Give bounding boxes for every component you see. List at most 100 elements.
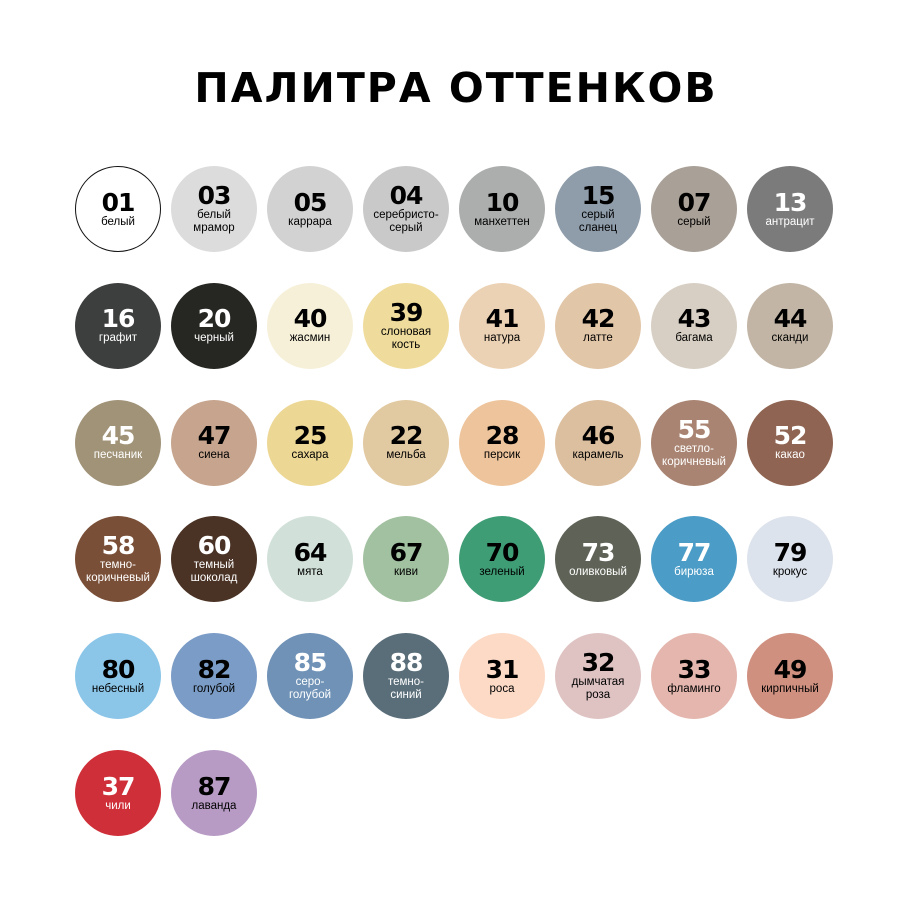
page-title: ПАЛИТРА ОТТЕНКОВ: [194, 64, 718, 112]
swatch-code: 64: [293, 537, 328, 567]
swatch-code: 79: [773, 537, 808, 567]
color-swatch-58: 58 темно-коричневый: [75, 516, 161, 603]
color-swatch-85: 85 серо-голубой: [267, 633, 353, 720]
color-swatch-39: 39 слоновая кость: [363, 282, 449, 369]
swatch-name-line: песчаник: [93, 449, 143, 462]
swatch-name-line: дымчатая: [571, 676, 625, 689]
swatch-name: темно-синий: [388, 676, 424, 702]
swatch-name-line: коричневый: [662, 455, 726, 468]
swatch-name: мята: [297, 566, 323, 579]
swatch-code: 10: [485, 187, 520, 217]
swatch-code: 40: [293, 304, 328, 334]
color-swatch-28: 28 персик: [459, 399, 545, 486]
swatch-name-line: серый: [581, 209, 615, 221]
color-swatch-70: 70 зеленый: [459, 516, 545, 603]
swatch-name-line: сиена: [198, 449, 230, 462]
swatch-name-line: оливковый: [569, 565, 627, 578]
swatch-code: 22: [389, 421, 424, 451]
swatch-name: дымчатая роза: [572, 676, 625, 702]
swatch-name: багама: [675, 332, 712, 345]
swatch-name: антрацит: [765, 216, 814, 229]
swatch-code: 31: [485, 654, 520, 684]
swatch-name: серебристо-серый: [373, 209, 438, 235]
swatch-name: какао: [775, 449, 805, 462]
swatch-code: 20: [197, 304, 232, 334]
swatch-code: 45: [101, 421, 136, 451]
swatch-code: 43: [677, 304, 712, 334]
swatch-name: натура: [484, 332, 520, 345]
color-swatch-01: 01 белый: [75, 166, 161, 252]
swatch-name-line: мята: [297, 565, 323, 578]
swatch-code: 13: [773, 187, 808, 217]
swatch-code: 88: [389, 648, 424, 678]
swatch-name-line: кирпичный: [761, 682, 819, 695]
color-swatch-67: 67 киви: [363, 516, 449, 603]
swatch-name-line: манхеттен: [474, 215, 530, 228]
swatch-name-line: багама: [675, 332, 713, 345]
swatch-name: каррара: [288, 216, 332, 229]
swatch-code: 85: [293, 648, 328, 678]
swatch-name-line: серо-: [295, 676, 325, 689]
color-swatch-79: 79 крокус: [747, 516, 833, 603]
swatch-name: лаванда: [192, 800, 237, 813]
swatch-code: 44: [773, 304, 808, 334]
swatch-code: 05: [293, 187, 328, 217]
swatch-code: 55: [677, 414, 712, 444]
swatch-name: роса: [490, 683, 515, 696]
swatch-name-line: слоновая: [380, 325, 432, 338]
swatch-code: 47: [197, 421, 232, 451]
swatch-name-line: серебристо-: [373, 209, 439, 221]
swatch-name: латте: [583, 332, 613, 345]
color-swatch-33: 33 фламинго: [651, 633, 737, 720]
color-swatch-64: 64 мята: [267, 516, 353, 603]
swatch-name: жасмин: [290, 332, 331, 345]
swatch-name-line: антрацит: [765, 215, 815, 228]
swatch-name: манхеттен: [474, 216, 529, 229]
swatch-name: сиена: [198, 449, 229, 462]
swatch-code: 15: [581, 181, 616, 210]
swatch-code: 03: [197, 181, 232, 210]
swatch-name-line: сахара: [291, 449, 329, 462]
color-swatch-41: 41 натура: [459, 282, 545, 369]
color-swatch-05: 05 каррара: [267, 166, 353, 252]
swatch-name-line: мрамор: [193, 222, 235, 234]
swatch-name-line: жасмин: [289, 332, 331, 345]
swatch-code: 60: [197, 531, 232, 561]
swatch-name-line: серый: [389, 222, 423, 234]
swatch-name: серый: [677, 216, 710, 229]
swatch-code: 39: [389, 297, 424, 327]
swatch-name-line: небесный: [91, 682, 145, 695]
color-swatch-47: 47 сиена: [171, 399, 257, 486]
swatch-name-line: натура: [483, 332, 521, 345]
swatch-name: песчаник: [94, 449, 142, 462]
swatch-code: 01: [101, 187, 136, 217]
swatch-name-line: роса: [489, 682, 515, 695]
swatch-name: фламинго: [667, 683, 720, 696]
swatch-code: 33: [677, 654, 712, 684]
swatch-name: чили: [105, 800, 131, 813]
color-swatch-46: 46 карамель: [555, 399, 641, 486]
swatch-code: 67: [389, 537, 424, 567]
swatch-name: черный: [194, 332, 234, 345]
color-swatch-25: 25 сахара: [267, 399, 353, 486]
swatch-name-line: темно-: [387, 676, 425, 689]
swatch-code: 37: [101, 771, 136, 801]
swatch-code: 16: [101, 304, 136, 334]
swatch-name-line: черный: [194, 332, 234, 345]
swatch-code: 28: [485, 421, 520, 451]
swatch-name: серо-голубой: [289, 676, 331, 702]
swatch-code: 77: [677, 537, 712, 567]
swatch-name: графит: [99, 332, 137, 345]
swatch-name-line: латте: [583, 332, 613, 345]
swatch-name: киви: [394, 566, 418, 579]
swatch-name: оливковый: [569, 566, 627, 579]
swatch-name-line: зеленый: [479, 565, 525, 578]
swatch-code: 80: [101, 654, 136, 684]
color-swatch-20: 20 черный: [171, 282, 257, 369]
swatch-code: 04: [389, 181, 424, 210]
swatch-name: карамель: [572, 449, 623, 462]
color-swatch-60: 60 темный шоколад: [171, 516, 257, 603]
swatch-code: 41: [485, 304, 520, 334]
swatch-name-line: бирюза: [674, 565, 714, 578]
